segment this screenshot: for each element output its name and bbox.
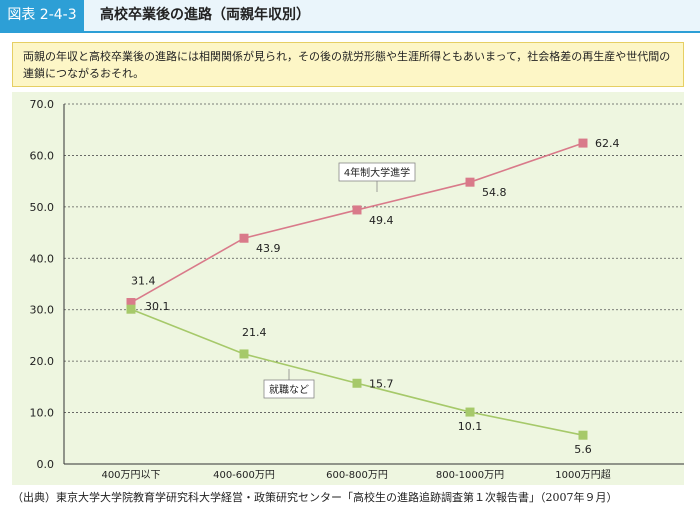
y-tick-label: 0.0 — [37, 458, 55, 471]
x-tick-label: 800-1000万円 — [436, 470, 504, 481]
y-tick-label: 60.0 — [30, 149, 55, 162]
data-label: 21.4 — [242, 326, 267, 339]
data-label: 49.4 — [369, 214, 394, 227]
data-label: 43.9 — [256, 242, 281, 255]
x-tick-label: 400万円以下 — [101, 470, 160, 481]
y-tick-label: 70.0 — [30, 98, 55, 111]
figure-title: 高校卒業後の進路（両親年収別） — [100, 7, 310, 23]
data-label: 54.8 — [482, 186, 507, 199]
series-callout-box — [263, 379, 315, 399]
y-tick-label: 10.0 — [30, 407, 55, 420]
data-point-marker — [465, 177, 475, 187]
y-tick-label: 40.0 — [30, 252, 55, 265]
y-tick-label: 30.0 — [30, 304, 55, 317]
y-tick-label: 20.0 — [30, 355, 55, 368]
series-name-label: 就職など — [269, 383, 309, 396]
chart-area: 0.0 10.0 20.0 30.0 40.0 50.0 60.0 70.0 400万円以下 40… — [12, 92, 684, 485]
data-label: 15.7 — [369, 377, 394, 390]
data-point-marker — [465, 407, 475, 417]
data-point-marker — [126, 298, 136, 308]
data-label: 62.4 — [595, 137, 620, 150]
figure-header: 図表 2-4-3 高校卒業後の進路（両親年収別） — [0, 0, 700, 33]
line-chart: 0.0 10.0 20.0 30.0 40.0 50.0 60.0 70.0 400万円以下 40… — [30, 98, 684, 481]
x-tick-label: 1000万円超 — [555, 468, 610, 481]
data-label: 10.1 — [458, 420, 483, 433]
figure-number: 図表 2-4-3 — [0, 0, 84, 31]
data-point-marker — [352, 378, 362, 388]
data-point-marker — [239, 233, 249, 243]
data-point-marker — [239, 349, 249, 359]
data-label: 5.6 — [574, 443, 592, 456]
data-point-marker — [578, 430, 588, 440]
data-label: 30.1 — [145, 300, 170, 313]
summary-box: 両親の年収と高校卒業後の進路には相関関係が見られ，その後の就労形態や生涯所得とも… — [12, 42, 684, 87]
series-callout-box — [338, 162, 416, 182]
data-point-marker — [352, 205, 362, 215]
x-tick-label: 600-800万円 — [326, 470, 388, 481]
x-tick-label: 400-600万円 — [213, 470, 275, 481]
data-point-marker — [126, 304, 136, 314]
series-line — [130, 308, 584, 436]
source-note: （出典）東京大学大学院教育学研究科大学経営・政策研究センター「高校生の進路追跡調… — [12, 491, 618, 504]
data-label: 31.4 — [131, 275, 156, 288]
series-name-label: 4年制大学進学 — [344, 166, 410, 179]
y-tick-label: 50.0 — [30, 201, 55, 214]
data-point-marker — [578, 138, 588, 148]
